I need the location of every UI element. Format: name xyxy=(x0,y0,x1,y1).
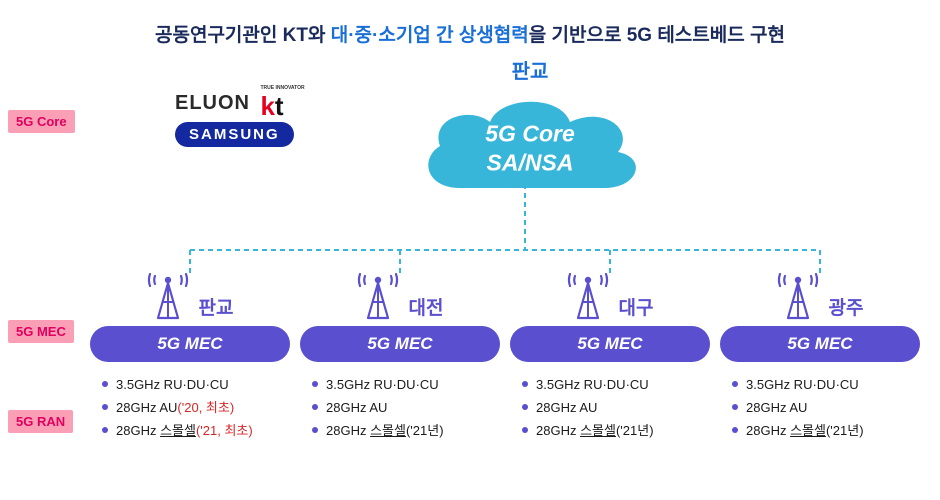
mec-site: 대구 5G MEC 3.5GHz RU·DU·CU28GHz AU28GHz 스몰셀… xyxy=(510,268,710,442)
cloud-line2: SA/NSA xyxy=(485,148,574,177)
mec-city-label: 대구 xyxy=(619,293,654,320)
mec-city-label: 광주 xyxy=(829,293,864,320)
cloud-top-label: 판교 xyxy=(405,55,655,84)
spec-item: 28GHz 스몰셀('21년) xyxy=(522,420,710,443)
page-title: 공동연구기관인 KT와 대·중·소기업 간 상생협력을 기반으로 5G 테스트베… xyxy=(0,0,940,47)
spec-item: 28GHz AU('20, 최초) xyxy=(102,397,290,420)
spec-item: 3.5GHz RU·DU·CU xyxy=(522,374,710,397)
mec-city-label: 판교 xyxy=(199,293,234,320)
side-label: 5G RAN xyxy=(8,410,73,433)
mec-pill: 5G MEC xyxy=(510,326,710,362)
cloud-text: 5G Core SA/NSA xyxy=(485,119,574,177)
side-label: 5G Core xyxy=(8,110,75,133)
spec-item: 28GHz AU xyxy=(522,397,710,420)
antenna-icon xyxy=(777,270,819,320)
side-label: 5G MEC xyxy=(8,320,74,343)
kt-logo: TRUE INNOVATOR kt xyxy=(260,86,304,122)
title-prefix: 공동연구기관인 KT와 xyxy=(155,25,331,46)
spec-item: 28GHz AU xyxy=(312,397,500,420)
antenna-icon xyxy=(147,270,189,320)
mec-site: 판교 5G MEC 3.5GHz RU·DU·CU28GHz AU('20, 최초)… xyxy=(90,268,290,442)
spec-list: 3.5GHz RU·DU·CU28GHz AU('20, 최초)28GHz 스몰… xyxy=(90,374,290,442)
mec-site: 광주 5G MEC 3.5GHz RU·DU·CU28GHz AU28GHz 스몰셀… xyxy=(720,268,920,442)
spec-item: 28GHz AU xyxy=(732,397,920,420)
cloud-shape: 5G Core SA/NSA xyxy=(410,88,650,208)
mec-pill: 5G MEC xyxy=(300,326,500,362)
spec-list: 3.5GHz RU·DU·CU28GHz AU28GHz 스몰셀('21년) xyxy=(720,374,920,442)
spec-list: 3.5GHz RU·DU·CU28GHz AU28GHz 스몰셀('21년) xyxy=(300,374,500,442)
samsung-logo: SAMSUNG xyxy=(175,122,294,147)
spec-list: 3.5GHz RU·DU·CU28GHz AU28GHz 스몰셀('21년) xyxy=(510,374,710,442)
spec-item: 3.5GHz RU·DU·CU xyxy=(312,374,500,397)
mec-pill: 5G MEC xyxy=(720,326,920,362)
mec-site: 대전 5G MEC 3.5GHz RU·DU·CU28GHz AU28GHz 스몰셀… xyxy=(300,268,500,442)
mec-pill: 5G MEC xyxy=(90,326,290,362)
eluon-logo: ELUON xyxy=(175,92,250,115)
cloud-line1: 5G Core xyxy=(485,119,574,148)
title-suffix: 을 기반으로 5G 테스트베드 구현 xyxy=(529,25,785,46)
logos-cluster: ELUON TRUE INNOVATOR kt SAMSUNG xyxy=(175,80,375,147)
core-cloud: 판교 5G Core SA/NSA xyxy=(405,55,655,208)
title-accent: 대·중·소기업 간 상생협력 xyxy=(331,25,529,46)
spec-item: 28GHz 스몰셀('21년) xyxy=(732,420,920,443)
antenna-icon xyxy=(567,270,609,320)
mec-city-label: 대전 xyxy=(409,293,444,320)
spec-item: 3.5GHz RU·DU·CU xyxy=(102,374,290,397)
spec-item: 28GHz 스몰셀('21, 최초) xyxy=(102,420,290,443)
antenna-icon xyxy=(357,270,399,320)
mec-row: 판교5G MEC3.5GHz RU·DU·CU28GHz AU('20, 최초)… xyxy=(90,268,920,442)
spec-item: 28GHz 스몰셀('21년) xyxy=(312,420,500,443)
spec-item: 3.5GHz RU·DU·CU xyxy=(732,374,920,397)
